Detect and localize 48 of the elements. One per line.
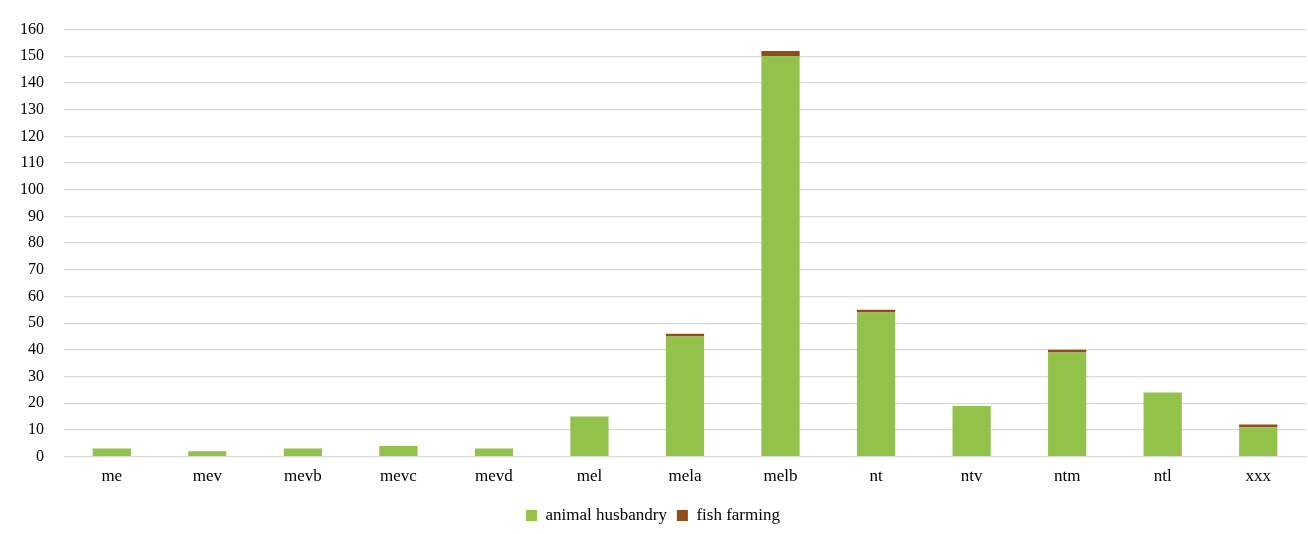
x-tick-label: xxx bbox=[1245, 466, 1272, 486]
x-tick-label: me bbox=[101, 466, 123, 486]
bar bbox=[474, 448, 514, 456]
x-tick-label: ntv bbox=[960, 466, 983, 486]
y-tick-label: 140 bbox=[20, 73, 44, 91]
y-tick-label: 20 bbox=[28, 393, 44, 411]
legend-label: fish farming bbox=[696, 504, 781, 524]
y-tick-label: 50 bbox=[28, 313, 44, 331]
bar bbox=[761, 56, 800, 456]
bar bbox=[856, 312, 896, 456]
bar bbox=[665, 333, 705, 337]
y-tick-label: 100 bbox=[20, 179, 44, 197]
y-tick-label: 30 bbox=[28, 366, 44, 384]
y-tick-label: 120 bbox=[20, 126, 44, 144]
x-tick-label: mev bbox=[192, 466, 223, 486]
x-tick-label: mel bbox=[576, 466, 603, 486]
y-tick-label: 90 bbox=[28, 206, 44, 224]
bar bbox=[665, 336, 705, 456]
y-tick-label: 60 bbox=[28, 286, 44, 304]
x-tick-label: ntm bbox=[1053, 466, 1081, 486]
y-tick-label: 150 bbox=[20, 46, 44, 64]
bar bbox=[1143, 392, 1182, 456]
y-tick-label: 0 bbox=[36, 446, 44, 464]
x-tick-label: ntl bbox=[1153, 466, 1172, 486]
x-tick-label: nt bbox=[869, 466, 883, 486]
x-tick-label: mevc bbox=[379, 466, 418, 486]
bar bbox=[92, 448, 131, 456]
legend-label: animal husbandry bbox=[545, 504, 668, 524]
y-tick-label: 160 bbox=[20, 19, 44, 37]
x-tick-label: mela bbox=[668, 466, 702, 486]
y-tick-label: 80 bbox=[28, 233, 44, 251]
x-tick-label: mevb bbox=[283, 466, 322, 486]
bar bbox=[952, 405, 991, 456]
x-tick-label: mevd bbox=[475, 466, 514, 486]
bar bbox=[1048, 352, 1087, 456]
bar bbox=[1239, 427, 1278, 456]
bar bbox=[1048, 349, 1087, 353]
bar bbox=[188, 451, 227, 456]
y-tick-label: 110 bbox=[20, 153, 44, 171]
x-tick-label: melb bbox=[763, 466, 798, 486]
bar bbox=[283, 448, 322, 456]
bar bbox=[761, 50, 800, 57]
bar bbox=[379, 445, 418, 456]
bar bbox=[570, 416, 609, 456]
y-tick-label: 10 bbox=[28, 420, 44, 438]
y-tick-label: 40 bbox=[28, 340, 44, 358]
y-tick-label: 130 bbox=[20, 99, 44, 117]
y-tick-label: 70 bbox=[28, 259, 44, 277]
